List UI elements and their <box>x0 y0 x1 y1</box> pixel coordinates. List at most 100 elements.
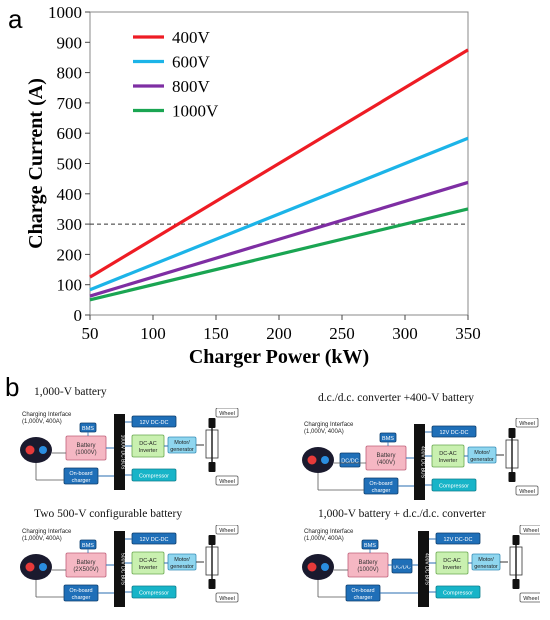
charge-port-pin-dc <box>25 562 35 572</box>
wheel-bottom-tire <box>508 472 516 482</box>
interface-label: Charging Interface <box>304 529 354 535</box>
bms-label: BMS <box>382 436 394 442</box>
schematic-title-1: 1,000-V battery <box>34 386 107 398</box>
dc-dc-12v-label: 12V DC-DC <box>139 420 168 426</box>
onboard-charger-label: charger <box>72 478 91 484</box>
interface-label: Charging Interface <box>22 529 72 535</box>
compressor-label: Compressor <box>443 591 473 597</box>
dcdc-converter <box>391 558 413 574</box>
bms-label: BMS <box>82 543 94 549</box>
y-tick-label: 800 <box>57 64 83 83</box>
charge-port <box>20 554 52 580</box>
onboard-charger-label: charger <box>72 595 91 601</box>
onboard-charger-label: On-board <box>351 588 374 594</box>
charge-port-pin-dc <box>25 445 35 455</box>
interface-label: (1,000V, 400A) <box>304 536 344 542</box>
compressor-label: Compressor <box>139 474 169 480</box>
inverter-label: Inverter <box>439 458 458 464</box>
y-tick-label: 1000 <box>48 3 82 22</box>
battery-label: Battery <box>376 453 395 459</box>
wheel-top-label: Wheel <box>219 411 235 417</box>
compressor-label: Compressor <box>139 591 169 597</box>
series-line-600V <box>89 136 469 292</box>
charge-port-pin-ac <box>39 446 47 454</box>
dc-bus <box>114 531 125 607</box>
x-axis-label: Charger Power (kW) <box>189 346 369 368</box>
motor-generator-label: generator <box>470 457 494 463</box>
dc-bus-label: 500V DC BUS <box>120 553 126 586</box>
interface-label: (1,000V, 400A) <box>22 536 62 542</box>
compressor-label: Compressor <box>439 484 469 490</box>
y-tick-label: 700 <box>57 94 83 113</box>
motor-generator-label: generator <box>170 447 194 453</box>
wheel-top-label: Wheel <box>219 528 235 534</box>
battery-label: (400V) <box>377 460 395 466</box>
x-tick-label: 250 <box>329 324 355 343</box>
panel-a-label: a <box>8 4 23 34</box>
wheel-bottom-tire <box>208 462 216 472</box>
legend-label-400V: 400V <box>172 28 211 47</box>
motor-generator-label: Motor/ <box>478 557 494 563</box>
schematic-4: Charging Interface (1,000V, 400A) BMS Batte… <box>300 524 543 615</box>
wheel-top <box>215 407 239 418</box>
x-tick-label: 150 <box>203 324 229 343</box>
series-line-1000V <box>89 207 469 302</box>
schematic-3: Charging Interface (1,000V, 400A) BMS Batte… <box>18 524 258 615</box>
dc-dc-12v-label: 12V DC-DC <box>439 430 468 436</box>
motor-generator-label: Motor/ <box>174 557 190 563</box>
dc-bus-label: 1000V DC BUS <box>120 435 126 470</box>
charge-port <box>302 447 334 473</box>
battery-label: (1000V) <box>357 567 378 573</box>
inverter-label: Inverter <box>443 565 462 571</box>
wheel-top-tire <box>208 535 216 545</box>
charge-port-pin-ac <box>321 563 329 571</box>
bms-label: BMS <box>82 426 94 432</box>
y-tick-label: 600 <box>57 124 83 143</box>
motor-generator-label: generator <box>474 564 498 570</box>
wheel-bottom <box>215 475 239 486</box>
x-tick-label: 50 <box>82 324 99 343</box>
wheel-top-tire <box>508 428 516 438</box>
dc-bus-label: 400V DC BUS <box>424 553 430 586</box>
inverter-label: DC-AC <box>439 451 456 457</box>
y-axis-label: Charge Current (A) <box>25 78 47 249</box>
y-tick-label: 900 <box>57 33 83 52</box>
inverter-label: DC-AC <box>443 558 460 564</box>
panel-b-label: b <box>5 372 20 402</box>
dc-bus <box>414 424 425 500</box>
dc-bus <box>418 531 429 607</box>
battery-label: (2X500V) <box>73 567 98 573</box>
charge-port-pin-dc <box>307 455 317 465</box>
schematic-1: Charging Interface (1,000V, 400A) BMS Batte… <box>18 407 258 498</box>
interface-label: Charging Interface <box>22 412 72 418</box>
wheel-bottom-label: Wheel <box>219 479 235 485</box>
wheel-top <box>515 417 539 428</box>
inverter-label: Inverter <box>139 448 158 454</box>
wheel-bottom-tire <box>208 579 216 589</box>
schematic-2: Charging Interface (1,000V, 400A) DC/DC BMS… <box>300 417 540 508</box>
y-tick-label: 500 <box>57 155 83 174</box>
wheel-bottom-label: Wheel <box>523 596 539 602</box>
schematic-title-3: Two 500-V configurable battery <box>34 508 183 520</box>
wheel-top-tire <box>208 418 216 428</box>
charge-port <box>20 437 52 463</box>
dc-bus-label: 400V DC BUS <box>420 446 426 479</box>
onboard-charger-label: On-board <box>69 471 92 477</box>
charge-current-chart: 0 100 200 300 400 500 600 700 800 900 1000 50 100 150… <box>25 3 481 368</box>
onboard-charger-label: On-board <box>69 588 92 594</box>
y-tick-label: 100 <box>57 276 83 295</box>
onboard-charger-label: charger <box>372 488 391 494</box>
dc-dc-12v-label: 12V DC-DC <box>139 537 168 543</box>
motor-generator-label: Motor/ <box>174 440 190 446</box>
wheel-bottom-tire <box>512 579 520 589</box>
dc-dc-12v-label: 12V DC-DC <box>443 537 472 543</box>
wheel-bottom-label: Wheel <box>519 489 535 495</box>
x-tick-label: 100 <box>140 324 166 343</box>
y-tick-label: 300 <box>57 215 83 234</box>
dcdc-converter <box>339 452 361 468</box>
y-tick-label: 200 <box>57 245 83 264</box>
inverter-label: DC-AC <box>139 558 156 564</box>
x-tick-label: 200 <box>266 324 292 343</box>
onboard-charger-label: On-board <box>369 481 392 487</box>
y-tick-label: 0 <box>74 306 83 325</box>
